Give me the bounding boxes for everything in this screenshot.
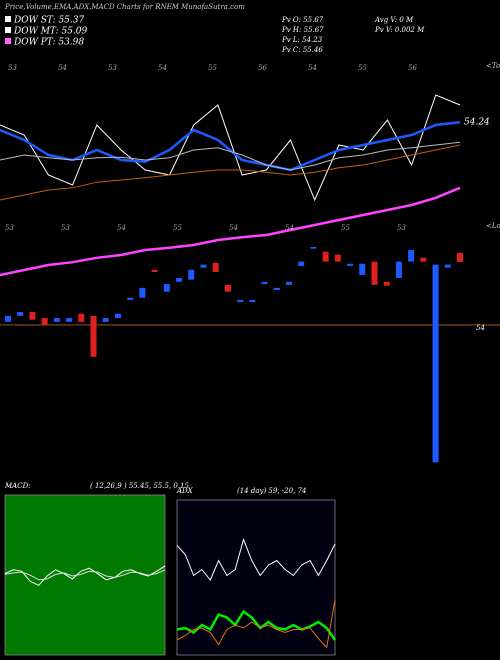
candle — [310, 246, 317, 249]
bottom-label: 55 — [173, 224, 182, 232]
lows-label: <Lows — [486, 222, 500, 230]
tops-label: <Tops — [486, 62, 500, 70]
candle — [334, 254, 341, 262]
series-line — [0, 144, 461, 201]
bottom-label: 55 — [341, 224, 350, 232]
legend-label: DOW ST: 55.37 — [13, 16, 84, 26]
candle — [298, 261, 305, 266]
top-label: 53 — [108, 64, 117, 72]
candle — [41, 318, 48, 325]
panel — [4, 494, 166, 656]
top-label: 56 — [258, 64, 267, 72]
bottom-label: 54 — [229, 224, 238, 232]
candle — [163, 284, 170, 292]
candle — [5, 315, 11, 322]
series-line — [176, 609, 337, 641]
top-label: 53 — [8, 64, 17, 72]
candle — [285, 281, 292, 285]
legend-swatch — [5, 38, 11, 44]
legend-swatch — [5, 27, 11, 33]
candle — [395, 261, 402, 278]
panel — [176, 499, 336, 656]
candle — [359, 263, 366, 275]
info-text: Pv V: 0.002 M — [374, 26, 425, 34]
candle — [29, 312, 36, 320]
bottom-label: 54 — [117, 224, 126, 232]
series-line — [0, 186, 461, 277]
series-line — [176, 537, 336, 581]
candle — [212, 262, 219, 272]
info-text: Pv L: 54.23 — [281, 36, 323, 44]
bottom-label: 53 — [61, 224, 70, 232]
candle — [78, 313, 85, 322]
candle — [273, 287, 280, 291]
candle — [432, 264, 439, 463]
candle — [420, 257, 427, 262]
candle — [114, 313, 121, 319]
bottom-label: 54 — [285, 224, 294, 232]
candle — [139, 287, 146, 298]
candle — [224, 284, 231, 292]
candle — [188, 269, 195, 280]
candle — [17, 312, 24, 316]
candle — [261, 281, 268, 284]
series-line — [4, 569, 166, 581]
top-label: 56 — [408, 64, 417, 72]
candle — [444, 264, 451, 268]
top-label: 55 — [208, 64, 217, 72]
series-line — [0, 94, 461, 202]
top-label: 54 — [58, 64, 67, 72]
panel-title: ADX — [176, 487, 194, 495]
candle — [249, 299, 256, 303]
candle — [176, 277, 183, 282]
legend-label: DOW PT: 53.98 — [13, 38, 84, 48]
candle — [66, 318, 73, 322]
info-text: Pv C: 55.46 — [281, 46, 323, 54]
reference-label: 54 — [476, 324, 485, 332]
candle — [102, 318, 109, 322]
candle — [408, 249, 415, 262]
legend-label: DOW MT: 55.09 — [13, 27, 88, 37]
top-label: 55 — [358, 64, 367, 72]
candle — [127, 297, 134, 300]
candle — [237, 299, 244, 303]
panel-title: MACD: — [4, 482, 31, 490]
chart-title: Price,Volume,EMA,ADX,MACD Charts for RNE… — [4, 3, 245, 11]
candle — [322, 251, 329, 262]
series-line — [176, 599, 336, 649]
candle — [200, 264, 207, 268]
top-label: 54 — [158, 64, 167, 72]
candle — [457, 252, 463, 263]
candle — [371, 261, 378, 285]
candle — [383, 281, 390, 286]
bottom-label: 53 — [5, 224, 14, 232]
info-text: Pv O: 55.67 — [281, 16, 324, 24]
candle — [90, 315, 97, 357]
panel-subtitle: (14 day) 59, -20, 74 — [237, 487, 306, 495]
candle — [53, 318, 60, 322]
candle — [347, 263, 354, 266]
series-line — [0, 120, 461, 172]
top-label: 54 — [308, 64, 317, 72]
info-text: Avg V: 0 M — [374, 16, 414, 24]
series-line — [0, 141, 461, 171]
end-label: 54.24 — [464, 118, 490, 128]
info-text: Pv H: 55.67 — [281, 26, 324, 34]
legend-swatch — [5, 16, 11, 22]
candle — [151, 269, 158, 272]
bottom-label: 53 — [397, 224, 406, 232]
panel-subtitle: ( 12,26,9 ) 55.45, 55.5, 0.15 — [90, 482, 190, 490]
